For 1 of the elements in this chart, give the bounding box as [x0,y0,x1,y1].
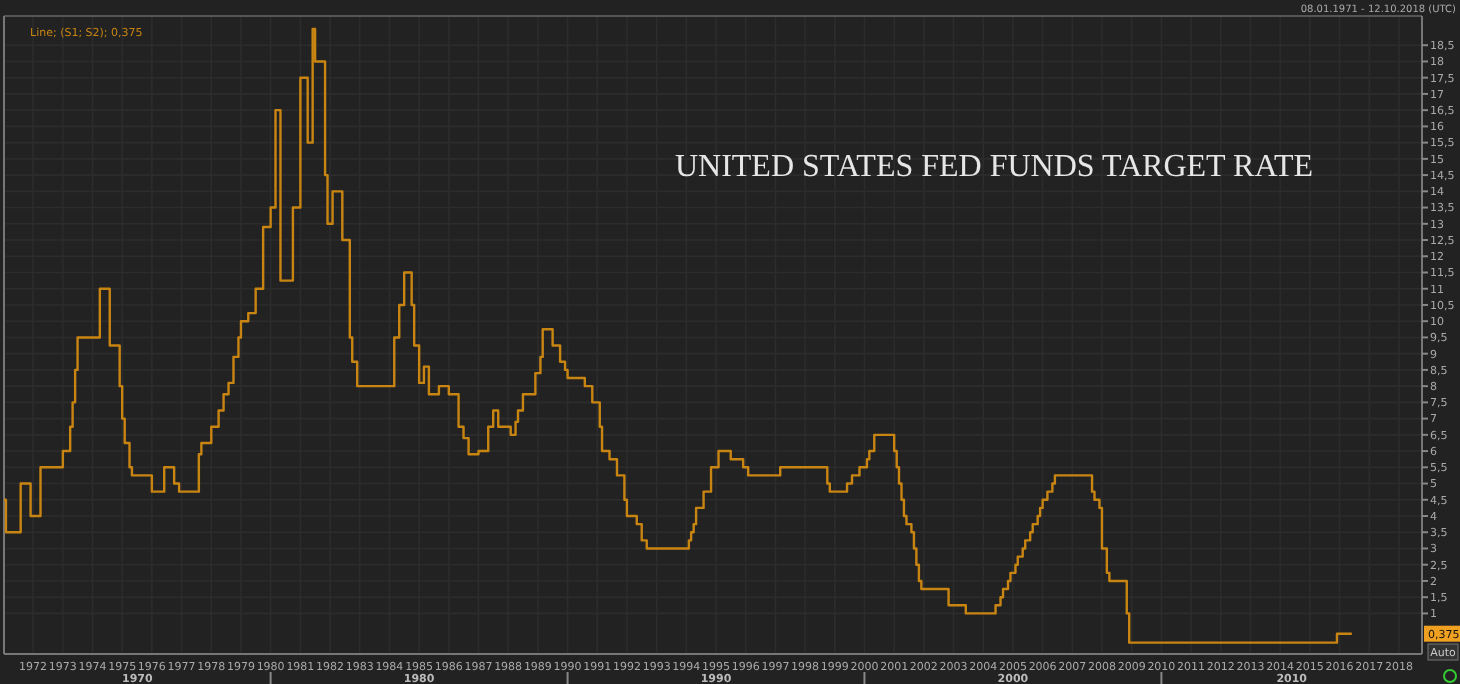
text: UNITED STATES FED FUNDS TARGET RATE [674,150,1314,184]
